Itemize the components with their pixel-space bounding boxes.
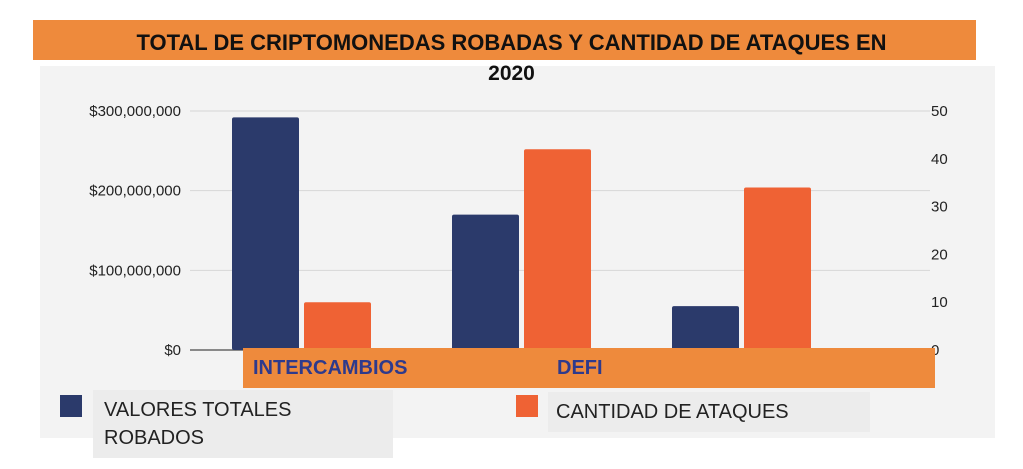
category-label-intercambios: INTERCAMBIOS (253, 357, 408, 379)
bar-cantidad-ataques (744, 187, 811, 350)
category-label-banner (243, 348, 935, 388)
legend-swatch-valores (60, 395, 82, 417)
y-left-tick-label: $0 (164, 342, 181, 359)
bar-valores-robados (232, 117, 299, 350)
y-left-tick-label: $300,000,000 (89, 103, 181, 120)
legend-item-box-valores (93, 390, 393, 458)
y-right-tick-label: 20 (931, 246, 948, 263)
bar-valores-robados (452, 214, 519, 350)
legend-item-box-ataques (548, 392, 870, 432)
y-right-tick-label: 40 (931, 151, 948, 168)
title-banner (33, 20, 976, 60)
legend-label-valores: VALORES TOTALES ROBADOS (104, 399, 292, 449)
y-right-tick-label: 50 (931, 103, 948, 120)
bar-valores-robados (672, 306, 739, 350)
chart-title: TOTAL DE CRIPTOMONEDAS ROBADAS Y CANTIDA… (136, 30, 887, 55)
y-right-tick-label: 0 (931, 342, 939, 359)
bar-cantidad-ataques (304, 302, 371, 350)
y-left-tick-label: $200,000,000 (89, 183, 181, 200)
bar-cantidad-ataques (524, 149, 591, 350)
category-label-defi: DEFI (557, 357, 603, 379)
legend-label-ataques: CANTIDAD DE ATAQUES (556, 401, 789, 423)
y-right-tick-label: 10 (931, 294, 948, 311)
y-left-tick-label: $100,000,000 (89, 262, 181, 279)
legend-swatch-ataques (516, 395, 538, 417)
chart-title-year: 2020 (488, 62, 535, 85)
y-right-tick-label: 30 (931, 199, 948, 216)
